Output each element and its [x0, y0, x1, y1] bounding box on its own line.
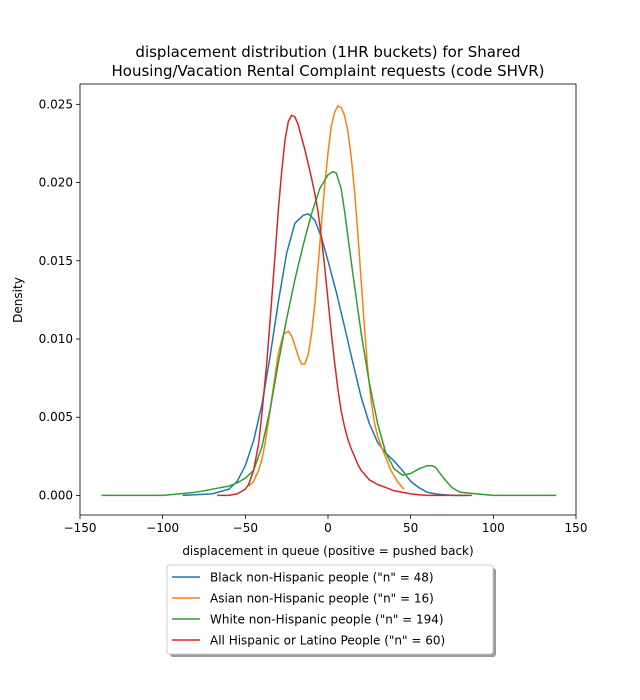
legend: Black non-Hispanic people ("n" = 48) Asia…: [166, 564, 496, 657]
legend-label-1: Black non-Hispanic people ("n" = 48): [210, 571, 434, 585]
x-tick-label: −50: [233, 521, 258, 535]
series-line-4: [217, 114, 472, 497]
x-tick-label: −150: [64, 521, 97, 535]
legend-label-4: All Hispanic or Latino People ("n" = 60): [210, 634, 445, 648]
y-tick-label: 0.005: [39, 410, 73, 424]
y-axis-label: Density: [11, 277, 25, 323]
legend-box: [166, 564, 494, 655]
x-tick-label: −100: [146, 521, 179, 535]
x-axis-label: displacement in queue (positive = pushed…: [182, 544, 473, 558]
x-tick-label: 0: [324, 521, 332, 535]
chart-title-line-1: displacement distribution (1HR buckets) …: [135, 43, 520, 61]
series-line-3: [101, 170, 557, 497]
x-tick-label: 100: [482, 521, 505, 535]
y-tick-label: 0.020: [39, 176, 73, 190]
legend-label-2: Asian non-Hispanic people ("n" = 16): [210, 592, 434, 606]
series-line-1: [182, 213, 467, 497]
chart-title-line-2: Housing/Vacation Rental Complaint reques…: [112, 62, 545, 80]
y-tick-label: 0.015: [39, 254, 73, 268]
x-tick-label: 50: [403, 521, 418, 535]
series-line-2: [248, 105, 405, 490]
legend-label-3: White non-Hispanic people ("n" = 194): [210, 613, 444, 627]
x-tick-label: 150: [565, 521, 588, 535]
y-tick-label: 0.010: [39, 332, 73, 346]
y-tick-label: 0.000: [39, 488, 73, 502]
plot-area: −150 −100 −50 0 50 100 150 0.000 0.005 0.010 0.015…: [39, 83, 588, 535]
y-tick-label: 0.025: [39, 97, 73, 111]
